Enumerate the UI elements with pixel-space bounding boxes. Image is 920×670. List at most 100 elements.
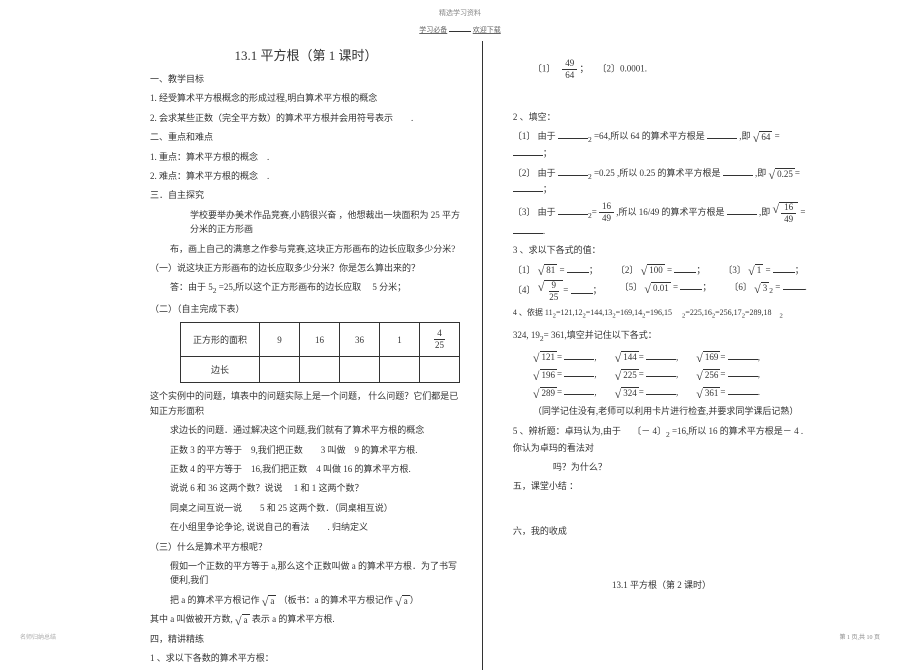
th-area: 正方形的面积 <box>181 323 260 357</box>
section5-head: 五，课堂小结 ： <box>513 479 810 493</box>
d2b: （板书：a 的算术平方根记作 <box>279 595 393 605</box>
q5a: 5 、辨析题：卓玛认为,由于 <box>513 426 621 436</box>
section2-head: 二、重点和难点 <box>150 130 462 144</box>
blank <box>727 205 757 215</box>
den: 64 <box>562 70 577 80</box>
sqrt-row2: √196= , √225= , √256= , <box>513 367 810 381</box>
section6-head: 六，我的收成 <box>513 524 810 538</box>
sqrt-icon: √a <box>262 595 277 607</box>
next-title: 13.1 平方根（第 2 课时） <box>513 578 810 592</box>
q2: （二）（自主完成下表） <box>150 302 462 316</box>
p5: 正数 3 的平方等于 9,我们把正数 3 叫做 9 的算术平方根. <box>150 443 462 457</box>
f2c: ,即 <box>755 168 766 178</box>
td-frac: 425 <box>420 323 460 357</box>
lesson-title: 13.1 平方根（第 1 课时） <box>150 45 462 64</box>
sqrt-icon: √64 <box>753 131 773 143</box>
table-row: 正方形的面积 9 16 36 1 425 <box>181 323 460 357</box>
q3-3: 〔3〕 √1 = ； <box>723 263 803 277</box>
note: （同学记住没有,老师可以利用卡片进行检查,并要求同学课后记熟） <box>513 404 810 418</box>
td: 9 <box>260 323 300 357</box>
p4: 求边长的问题．通过解决这个问题,我们就有了算术平方根的概念 <box>150 423 462 437</box>
q5: 5 、辨析题：卓玛认为,由于 〔－ 4〕2 =16,所以 16 的算术平方根是－… <box>513 424 810 455</box>
q4-1: 1 、求以下各数的算术平方根： <box>150 651 462 665</box>
goal-1: 1. 经受算术平方根概念的形成过程,明白算术平方根的概念 <box>150 91 462 105</box>
fill-3: 〔3〕 由于 2= 1649 ,所以 16/49 的算术平方根是 ,即 √164… <box>513 202 810 238</box>
q5e: 吗？为什么？ <box>513 460 810 474</box>
td: 36 <box>340 323 380 357</box>
q5b: 〔－ <box>632 426 650 436</box>
sqrt-row3: √289= , √324= , √361= . <box>513 385 810 399</box>
p6: 正数 4 的平方等于 16,我们把正数 4 叫做 16 的算术平方根. <box>150 462 462 476</box>
d1a: 假如一个正数的平方等于 <box>170 561 269 571</box>
num: 16 <box>599 202 614 213</box>
blank <box>558 129 588 139</box>
f1a: 〔1〕 由于 <box>513 131 556 141</box>
f1b: =64,所以 64 的算术平方根是 <box>594 131 705 141</box>
area-table: 正方形的面积 9 16 36 1 425 边长 <box>180 322 460 383</box>
d1b: a,那么这个正数叫做 <box>271 561 349 571</box>
f1c: ,即 <box>739 131 750 141</box>
p3a: 这个实例中的问题，填表中的问题实际上是一个问题， <box>150 391 366 401</box>
q5c: =16,所以 16 的算术平方根是－ <box>672 426 792 436</box>
q3-6: 〔6〕 √32 = . <box>729 280 806 302</box>
column-right: 〔1〕 4964 ； 〔2〕0.0001. 2 、填空： 〔1〕 由于 2 =6… <box>503 41 810 670</box>
sqrt-icon: √0.25 <box>769 168 795 180</box>
q3-5: 〔5〕 √0.01 = ； <box>620 280 712 302</box>
d2a: 把 a 的算术平方根记作 <box>170 595 260 605</box>
fill-2: 〔2〕 由于 2 =0.25 ,所以 0.25 的算术平方根是 ,即 √0.25… <box>513 166 810 197</box>
a1: 答：由于 52 =25,所以这个正方形画布的边长应取 5 分米； <box>150 280 462 297</box>
q3-row1: 〔1〕 √81 = ； 〔2〕 √100 = ； 〔3〕 √1 = ； <box>513 263 810 277</box>
section3-head: 三．自主探究 <box>150 188 462 202</box>
f3b: ,所以 16/49 的算术平方根是 <box>616 207 724 217</box>
table-row: 边长 <box>181 357 460 383</box>
num: 4 <box>434 329 445 340</box>
q3-4: 〔4〕 √925= ； <box>513 280 602 302</box>
p1a: 学校要举办美术作品竞赛,小鸥很兴奋 <box>190 210 336 220</box>
p8: 同桌之间互说一说 5 和 25 这两个数．（同桌相互说） <box>150 501 462 515</box>
f2b: =0.25 ,所以 0.25 的算术平方根是 <box>594 168 721 178</box>
column-left: 13.1 平方根（第 1 课时） 一、教学目标 1. 经受算术平方根概念的形成过… <box>150 41 483 670</box>
q4-line1: 4 、依据 112=121,122=144,132=169,142=196,15… <box>513 307 810 322</box>
q4-line2: 324, 192= 361,填空并记住以下各式： <box>513 328 810 345</box>
td: 1 <box>380 323 420 357</box>
fill-head: 2 、填空： <box>513 110 810 124</box>
sqrt-icon: √a <box>235 614 250 626</box>
blank <box>513 224 543 234</box>
p3: 这个实例中的问题，填表中的问题实际上是一个问题， 什么问题？它们都是已知正方形面… <box>150 389 462 418</box>
a1a: 答：由于 5 <box>170 282 213 292</box>
footer-right: 第 1 页,共 10 页 <box>839 632 880 641</box>
fill-1: 〔1〕 由于 2 =64,所以 64 的算术平方根是 ,即 √64 = ； <box>513 129 810 160</box>
r-q1: 〔1〕 4964 ； 〔2〕0.0001. <box>513 59 810 80</box>
footer-left: 名师归纳总结 <box>20 632 56 641</box>
sqrt-icon: √a <box>395 595 410 607</box>
p2: 布，画上自己的满意之作参与竞赛,这块正方形画布的边长应取多少分米? <box>150 242 462 256</box>
q1: （一）说这块正方形画布的边长应取多少分米？你是怎么算出来的？ <box>150 261 462 275</box>
a1c: 5 分米； <box>372 282 406 292</box>
q3-2: 〔2〕 √100 = ； <box>616 263 705 277</box>
f2a: 〔2〕 由于 <box>513 168 556 178</box>
blank <box>558 205 588 215</box>
header-sub-left: 学习必备 <box>419 26 447 34</box>
sqrt-row1: √121= , √144= , √169= , <box>513 350 810 364</box>
blank <box>707 129 737 139</box>
page-columns: 13.1 平方根（第 1 课时） 一、教学目标 1. 经受算术平方根概念的形成过… <box>0 41 920 670</box>
section1-head: 一、教学目标 <box>150 72 462 86</box>
num: 16 <box>781 203 796 214</box>
q3: （三）什么是算术平方根呢？ <box>150 540 462 554</box>
d3: 其中 a 叫做被开方数, √a 表示 a 的算术平方根. <box>150 612 462 626</box>
header-top: 精选学习资料 <box>0 0 920 18</box>
goal-2: 2. 会求某些正数（完全平方数）的算术平方根并会用符号表示 . <box>150 111 462 125</box>
p1b: ，他想裁出一块面积为 <box>339 210 429 220</box>
p1: 学校要举办美术作品竞赛,小鸥很兴奋 ，他想裁出一块面积为 25 平方分米的正方形… <box>150 208 462 237</box>
p7: 说说 6 和 36 这两个数？说说 1 和 1 这两个数？ <box>150 481 462 495</box>
blank <box>723 166 753 176</box>
q3-1: 〔1〕 √81 = ； <box>513 263 598 277</box>
a1b: =25,所以这个正方形画布的边长应取 <box>219 282 361 292</box>
q1-2-label: ； 〔2〕0.0001. <box>579 64 647 74</box>
blank <box>558 166 588 176</box>
header-sub: 学习必备 欢迎下载 <box>0 18 920 41</box>
blank <box>513 182 543 192</box>
q3-head: 3 、求以下各式的值： <box>513 243 810 257</box>
sqrt-icon: √1649 <box>773 202 799 224</box>
d1: 假如一个正数的平方等于 a,那么这个正数叫做 a 的算术平方根．为了书写便利,我… <box>150 559 462 588</box>
